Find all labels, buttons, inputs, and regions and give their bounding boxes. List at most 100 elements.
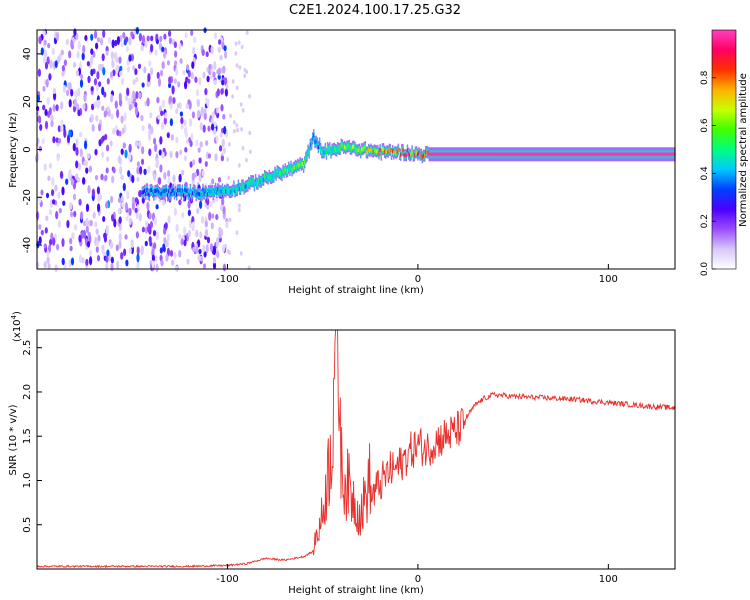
- signal-core: [257, 181, 259, 186]
- noise-speckle: [60, 119, 64, 127]
- signal-core: [336, 148, 338, 153]
- spectrogram-y-tick-label: 40: [22, 48, 33, 61]
- noise-speckle: [187, 78, 191, 84]
- snr-y-tick-label: 1.5: [22, 428, 33, 444]
- signal-core: [316, 141, 318, 146]
- signal-core: [421, 155, 424, 160]
- noise-speckle: [141, 197, 145, 204]
- noise-speckle: [213, 79, 217, 86]
- noise-speckle: [118, 216, 122, 224]
- noise-speckle: [177, 81, 181, 88]
- noise-speckle: [125, 95, 129, 102]
- noise-speckle: [227, 175, 231, 180]
- signal-core: [323, 150, 325, 155]
- signal-core: [229, 190, 232, 195]
- noise-speckle: [57, 125, 61, 133]
- noise-speckle: [152, 229, 157, 237]
- signal-core: [276, 169, 278, 174]
- noise-speckle: [54, 264, 58, 273]
- noise-speckle: [78, 234, 82, 243]
- noise-speckle: [166, 60, 171, 66]
- noise-speckle: [57, 191, 61, 199]
- signal-core: [225, 189, 227, 194]
- signal-core: [320, 146, 322, 151]
- noise-speckle: [232, 120, 236, 125]
- signal-core: [355, 148, 357, 153]
- noise-speckle: [163, 49, 167, 59]
- noise-speckle: [120, 77, 125, 85]
- signal-core: [395, 150, 397, 155]
- noise-speckle: [143, 66, 147, 74]
- signal-core: [259, 179, 261, 184]
- noise-speckle: [141, 226, 145, 233]
- noise-speckle: [111, 39, 115, 49]
- noise-speckle: [231, 94, 235, 99]
- signal-core: [410, 152, 412, 157]
- noise-speckle: [221, 79, 225, 86]
- noise-speckle: [53, 91, 57, 101]
- noise-speckle: [97, 203, 101, 213]
- noise-speckle: [171, 259, 175, 266]
- noise-speckle: [175, 151, 179, 159]
- noise-speckle: [179, 111, 183, 117]
- noise-speckle: [62, 84, 67, 93]
- noise-speckle: [55, 104, 59, 112]
- noise-speckle: [192, 159, 196, 166]
- colorbar: 0.0 0.2 0.4 0.6 0.8 Normalized spectral ampl…: [700, 29, 749, 276]
- noise-speckle: [154, 255, 158, 263]
- noise-speckle: [210, 222, 214, 230]
- noise-speckle: [90, 113, 94, 122]
- noise-speckle: [202, 244, 206, 253]
- signal-core: [304, 160, 306, 165]
- noise-speckle: [179, 149, 183, 155]
- signal-core: [212, 192, 214, 197]
- noise-speckle: [127, 97, 131, 106]
- noise-speckle: [206, 75, 210, 83]
- noise-speckle: [82, 176, 86, 185]
- noise-speckle: [96, 37, 101, 43]
- noise-speckle: [228, 217, 232, 222]
- signal-core: [160, 192, 162, 197]
- signal-core: [158, 190, 161, 195]
- noise-speckle: [92, 211, 96, 219]
- noise-speckle: [222, 263, 227, 272]
- noise-speckle: [188, 219, 192, 229]
- noise-speckle: [173, 251, 177, 259]
- signal-core: [406, 148, 409, 153]
- signal-core: [226, 187, 228, 192]
- noise-speckle: [166, 233, 171, 242]
- noise-speckle: [116, 129, 120, 136]
- signal-core: [222, 190, 225, 195]
- noise-speckle: [38, 36, 42, 45]
- signal-core: [251, 179, 253, 184]
- noise-speckle: [204, 220, 208, 228]
- noise-speckle: [178, 199, 182, 206]
- noise-speckle: [123, 112, 127, 122]
- noise-speckle: [65, 178, 69, 185]
- noise-speckle: [206, 203, 210, 210]
- noise-speckle: [168, 95, 173, 103]
- noise-speckle: [134, 102, 138, 108]
- noise-speckle: [180, 238, 184, 246]
- noise-speckle: [36, 105, 40, 112]
- noise-speckle: [48, 107, 52, 116]
- spectrogram-x-tick-label: -100: [216, 274, 239, 285]
- noise-speckle: [95, 42, 99, 50]
- noise-speckle: [49, 59, 53, 69]
- noise-speckle: [110, 262, 114, 272]
- noise-speckle: [96, 186, 100, 195]
- noise-speckle: [134, 207, 138, 214]
- noise-speckle: [55, 31, 60, 41]
- noise-speckle: [115, 244, 119, 252]
- noise-speckle: [141, 146, 145, 155]
- noise-speckle: [110, 93, 114, 103]
- signal-core: [275, 172, 277, 177]
- noise-speckle: [106, 156, 110, 162]
- noise-speckle: [239, 102, 243, 107]
- noise-speckle: [110, 113, 114, 120]
- noise-speckle: [237, 207, 241, 213]
- noise-speckle: [74, 224, 78, 231]
- noise-speckle: [106, 78, 110, 85]
- noise-speckle: [51, 177, 55, 187]
- signal-core: [314, 140, 316, 145]
